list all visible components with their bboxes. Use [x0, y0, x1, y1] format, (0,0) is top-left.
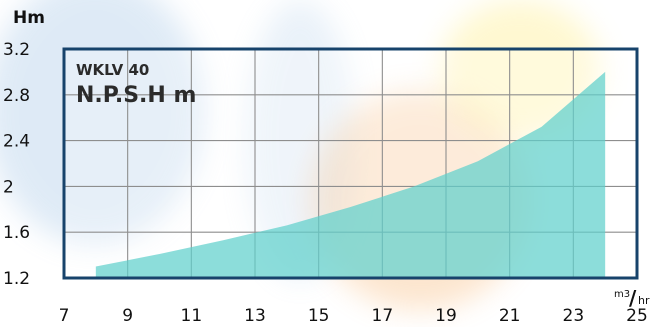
chart-subtitle: N.P.S.H m: [76, 83, 196, 108]
plot-frame-layer: [62, 47, 639, 280]
x-axis-tick-labels: 7 9 11 13 15 17 19 21 23 25: [59, 306, 648, 326]
x-tick-label: 15: [308, 306, 330, 326]
plot-frame: [62, 47, 639, 280]
chart-title: WKLV 40: [76, 61, 149, 79]
x-tick-label: 11: [181, 306, 203, 326]
y-axis-tick-labels: 1.2 1.6 2 2.4 2.8 3.2: [3, 40, 30, 289]
x-tick-label: 21: [499, 306, 521, 326]
x-tick-label: 13: [244, 306, 266, 326]
npsh-area-series-0: [95, 71, 606, 279]
watermark-yellow: [440, 0, 600, 140]
x-axis-unit-hr: hr: [638, 294, 650, 307]
x-tick-label: 19: [435, 306, 457, 326]
y-tick-label: 3.2: [3, 40, 30, 60]
series-layer: [95, 71, 606, 279]
x-axis-unit: m3 / hr: [614, 286, 650, 310]
x-tick-label: 9: [122, 306, 133, 326]
x-tick-label: 23: [563, 306, 585, 326]
y-tick-label: 1.2: [3, 269, 30, 289]
x-tick-label: 17: [372, 306, 394, 326]
watermark-blue-left: [0, 0, 205, 245]
y-tick-label: 2.4: [3, 132, 30, 152]
y-tick-label: 1.6: [3, 223, 30, 243]
x-tick-label: 25: [626, 306, 648, 326]
y-axis-label: Hm: [13, 8, 45, 28]
x-tick-label: 7: [59, 306, 70, 326]
x-axis-unit-m3: m3: [614, 289, 630, 300]
x-axis-unit-slash: /: [629, 286, 637, 310]
y-tick-label: 2.8: [3, 86, 30, 106]
y-tick-label: 2: [3, 177, 14, 197]
